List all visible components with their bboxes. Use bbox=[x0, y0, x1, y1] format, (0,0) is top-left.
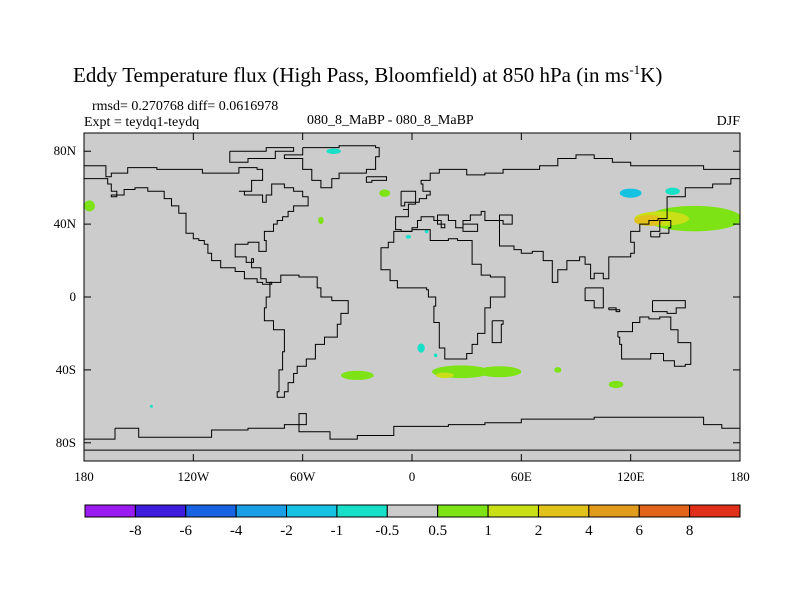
colorbar-box-11 bbox=[638, 504, 691, 518]
y-tick-label-0: 80N bbox=[54, 143, 77, 158]
anomaly-region-7 bbox=[379, 189, 391, 197]
coastline-13 bbox=[650, 220, 672, 238]
colorbar-box-4 bbox=[286, 504, 338, 518]
x-tick-label-5: 120E bbox=[617, 469, 645, 484]
x-tick-label-2: 60W bbox=[290, 469, 316, 484]
x-tick-label-6: 180 bbox=[730, 469, 750, 484]
coastline-2 bbox=[229, 147, 295, 163]
coastline-8 bbox=[263, 274, 349, 398]
season-label: DJF bbox=[717, 114, 741, 129]
colorbar-box-10 bbox=[588, 504, 640, 518]
colorbar-label-9: 4 bbox=[585, 523, 593, 539]
stats-label: rmsd= 0.270768 diff= 0.0616978 bbox=[92, 99, 278, 114]
anomaly-region-3 bbox=[619, 188, 642, 198]
coastline-5 bbox=[395, 154, 740, 283]
map-panel bbox=[83, 132, 741, 462]
y-tick-label-2: 0 bbox=[70, 289, 77, 304]
coastline-1 bbox=[283, 145, 380, 189]
anomaly-region-18 bbox=[433, 353, 438, 358]
colorbar-box-3 bbox=[235, 504, 288, 518]
y-axis: 80N 40N 0 40S 80S bbox=[54, 143, 740, 450]
title-group: Eddy Temperature flux (High Pass, Bloomf… bbox=[73, 62, 740, 130]
center-label: 080_8_MaBP - 080_8_MaBP bbox=[307, 113, 474, 128]
coastline-layer bbox=[84, 145, 740, 451]
colorbar-label-10: 6 bbox=[635, 523, 643, 539]
anomaly-region-8 bbox=[318, 216, 324, 225]
coastline-7 bbox=[491, 320, 504, 344]
colorbar-label-6: 0.5 bbox=[428, 523, 447, 539]
anomaly-region-15 bbox=[340, 370, 374, 380]
anomaly-region-11 bbox=[417, 343, 425, 353]
anomaly-region-10 bbox=[424, 229, 429, 234]
colorbar-box-5 bbox=[336, 504, 388, 518]
anomaly-region-19 bbox=[149, 404, 153, 408]
x-axis: 180 120W 60W 0 60E 120E 180 bbox=[74, 133, 750, 484]
x-tick-label-1: 120W bbox=[177, 469, 210, 484]
colorbar-box-8 bbox=[487, 504, 539, 518]
plot-background bbox=[84, 133, 740, 461]
colorbar-label-8: 2 bbox=[535, 523, 543, 539]
colorbar-box-9 bbox=[537, 504, 590, 518]
colorbar-box-6 bbox=[386, 504, 439, 518]
colorbar-box-7 bbox=[437, 504, 489, 518]
coastline-0 bbox=[84, 165, 309, 285]
coastline-4 bbox=[400, 190, 417, 207]
colorbar-box-0 bbox=[84, 504, 136, 518]
coastline-10 bbox=[584, 287, 604, 309]
colorbar-box-2 bbox=[185, 504, 237, 518]
colorbar-label-0: -8 bbox=[129, 523, 142, 539]
colorbar-label-5: -0.5 bbox=[375, 523, 399, 539]
colorbar-box-1 bbox=[134, 504, 187, 518]
colorbar-label-7: 1 bbox=[484, 523, 492, 539]
colorbar: -8 -6 -4 -2 -1 -0.5 0.5 1 2 4 6 8 bbox=[84, 504, 741, 539]
anomaly-region-16 bbox=[608, 380, 624, 389]
x-tick-label-4: 60E bbox=[511, 469, 532, 484]
anomaly-region-6 bbox=[326, 148, 341, 154]
colorbar-label-4: -1 bbox=[331, 523, 344, 539]
anomaly-region-17 bbox=[554, 367, 562, 373]
anomaly-region-14 bbox=[435, 372, 454, 379]
y-tick-label-4: 80S bbox=[56, 435, 76, 450]
experiment-label: Expt = teydq1-teydq bbox=[84, 115, 199, 130]
coastline-9 bbox=[617, 316, 692, 367]
x-tick-label-3: 0 bbox=[409, 469, 416, 484]
coastline-3 bbox=[365, 176, 387, 183]
coastline-12 bbox=[652, 300, 686, 314]
y-tick-label-3: 40S bbox=[56, 362, 76, 377]
y-tick-label-1: 40N bbox=[54, 216, 77, 231]
coastline-11 bbox=[608, 307, 621, 313]
x-tick-label-0: 180 bbox=[74, 469, 94, 484]
coastline-14 bbox=[84, 413, 740, 451]
anomaly-region-13 bbox=[477, 366, 522, 378]
colorbar-label-11: 8 bbox=[686, 523, 694, 539]
colorbar-label-2: -4 bbox=[230, 523, 243, 539]
colorbar-box-12 bbox=[689, 504, 741, 518]
chart-title: Eddy Temperature flux (High Pass, Bloomf… bbox=[73, 62, 662, 87]
anomaly-region-5 bbox=[84, 200, 95, 212]
colorbar-label-3: -2 bbox=[280, 523, 293, 539]
colorbar-label-1: -6 bbox=[180, 523, 193, 539]
anomaly-region-9 bbox=[405, 235, 412, 239]
anomaly-region-4 bbox=[665, 187, 680, 195]
coastline-6 bbox=[380, 229, 506, 360]
